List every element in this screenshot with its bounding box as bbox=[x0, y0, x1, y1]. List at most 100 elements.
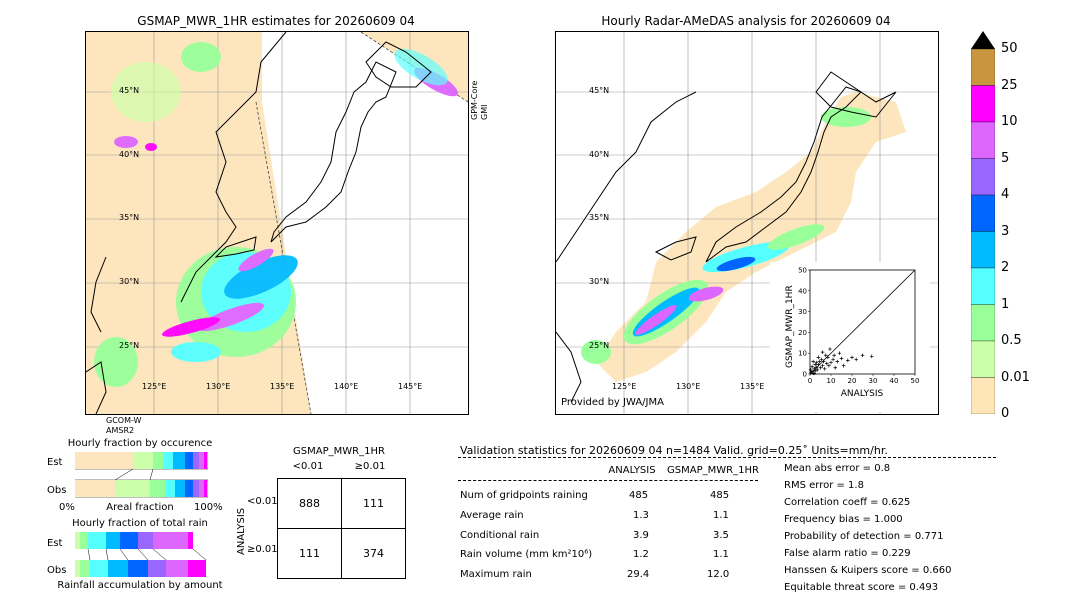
stat-label: Conditional rain bbox=[460, 530, 540, 541]
score-line: Hanssen & Kuipers score = 0.660 bbox=[784, 565, 952, 576]
scatter-point bbox=[850, 355, 854, 360]
scatter-x-tick: 40 bbox=[890, 377, 899, 385]
scatter-point bbox=[814, 360, 819, 365]
scatter-point bbox=[841, 363, 846, 368]
contingency-cell-00: 888 bbox=[277, 478, 342, 529]
scatter-point bbox=[832, 353, 836, 358]
scatter-x-tick: 0 bbox=[808, 377, 812, 385]
left-lon-label-145: 145°E bbox=[398, 382, 423, 391]
stat-gsmap-value: 485 bbox=[710, 490, 730, 501]
left-lon-label-140: 140°E bbox=[334, 382, 359, 391]
scatter-point bbox=[820, 350, 825, 354]
colorbar-tick-label: 0.01 bbox=[1001, 369, 1030, 385]
colorbar-segment bbox=[970, 231, 996, 269]
occurrence-bars bbox=[74, 451, 209, 498]
colorbar-tick-label: 10 bbox=[1001, 114, 1018, 129]
right-lat-label-30: 30°N bbox=[589, 277, 610, 286]
left-lat-label-35: 35°N bbox=[119, 213, 140, 222]
colorbar-tick-label: 0.5 bbox=[1001, 333, 1022, 348]
colorbar bbox=[970, 31, 996, 415]
colorbar-tick-label: 25 bbox=[1001, 77, 1018, 93]
stat-label: Maximum rain bbox=[460, 569, 532, 580]
occurrence-axis-0: 0% bbox=[59, 502, 75, 513]
stat-label: Num of gridpoints raining bbox=[460, 490, 588, 501]
score-line: RMS error = 1.8 bbox=[784, 480, 864, 491]
colorbar-tick-label: 2 bbox=[1001, 260, 1010, 275]
scatter-point bbox=[821, 359, 826, 364]
scatter-point bbox=[869, 354, 874, 359]
score-line: False alarm ratio = 0.229 bbox=[784, 548, 911, 559]
scatter-point bbox=[854, 357, 858, 362]
scatter-ylabel: GSMAP_MWR_1HR bbox=[785, 285, 795, 368]
scatter-point bbox=[829, 360, 833, 365]
left-map-title: GSMAP_MWR_1HR estimates for 20260609 04 bbox=[137, 14, 415, 28]
occurrence-est-label: Est bbox=[47, 457, 63, 468]
colorbar-segment bbox=[970, 158, 996, 196]
scatter-y-tick: 50 bbox=[798, 267, 807, 275]
total-est-label: Est bbox=[47, 538, 63, 549]
scatter-point bbox=[833, 365, 837, 370]
scatter-point bbox=[835, 359, 840, 364]
scatter-point bbox=[818, 365, 823, 370]
contingency-row-axis: ANALYSIS bbox=[236, 507, 247, 555]
stat-analysis-value: 3.9 bbox=[633, 530, 649, 541]
scatter-point bbox=[820, 363, 825, 368]
validation-col-gsmap: GSMAP_MWR_1HR bbox=[667, 465, 759, 476]
validation-header: Validation statistics for 20260609 04 n=… bbox=[460, 444, 888, 457]
left-lon-label-135: 135°E bbox=[270, 382, 295, 391]
colorbar-segment bbox=[970, 377, 996, 415]
scatter-point bbox=[837, 351, 842, 355]
total-rain-title: Hourly fraction of total rain bbox=[72, 518, 208, 529]
swath-label-amsr2: AMSR2 bbox=[106, 426, 135, 435]
left-lat-label-40: 40°N bbox=[119, 150, 140, 159]
scatter-point bbox=[817, 359, 822, 364]
scatter-point bbox=[831, 357, 835, 362]
scatter-point bbox=[812, 367, 816, 371]
total-rain-bars bbox=[75, 532, 208, 578]
contingency-row-ge: ≥0.01 bbox=[247, 544, 278, 555]
occurrence-title: Hourly fraction by occurence bbox=[67, 438, 213, 449]
scatter-x-tick: 10 bbox=[827, 377, 836, 385]
scatter-point bbox=[810, 364, 814, 369]
occurrence-axis-100: 100% bbox=[194, 502, 223, 513]
scatter-point bbox=[813, 369, 818, 373]
right-lat-label-35: 35°N bbox=[589, 213, 610, 222]
scatter-x-tick: 50 bbox=[911, 377, 920, 385]
scatter-point bbox=[816, 362, 821, 367]
scatter-point bbox=[815, 368, 820, 372]
contingency-table: 888 111 111 374 bbox=[277, 478, 406, 579]
scatter-point bbox=[812, 371, 816, 376]
stat-gsmap-value: 3.5 bbox=[713, 530, 729, 541]
scatter-point bbox=[814, 365, 819, 370]
left-lat-label-25: 25°N bbox=[119, 341, 140, 350]
colorbar-tick-label: 3 bbox=[1001, 223, 1010, 239]
scatter-point bbox=[827, 363, 831, 368]
scatter-inset: 0 0 10 10 20 20 30 30 40 40 50 50 bbox=[770, 262, 930, 412]
occurrence-obs-label: Obs bbox=[47, 485, 67, 496]
scatter-xlabel: ANALYSIS bbox=[840, 389, 884, 399]
colorbar-segment bbox=[970, 194, 996, 232]
scatter-point bbox=[808, 368, 813, 372]
scatter-point bbox=[811, 359, 815, 364]
scatter-point bbox=[825, 361, 829, 366]
colorbar-segment bbox=[970, 121, 996, 159]
stat-label: Average rain bbox=[460, 510, 524, 521]
colorbar-tick-label: 50 bbox=[1001, 41, 1018, 56]
contingency-cell-01: 111 bbox=[341, 478, 406, 529]
scatter-point bbox=[828, 347, 832, 351]
left-map bbox=[85, 31, 469, 415]
right-lat-label-45: 45°N bbox=[589, 86, 610, 95]
colorbar-tick-label: 4 bbox=[1001, 187, 1010, 202]
stat-gsmap-value: 1.1 bbox=[713, 549, 729, 560]
stat-gsmap-value: 12.0 bbox=[707, 569, 730, 580]
contingency-cell-10: 111 bbox=[277, 528, 342, 579]
left-lat-label-30: 30°N bbox=[119, 277, 140, 286]
scatter-point bbox=[823, 353, 828, 358]
colorbar-segment bbox=[970, 340, 996, 378]
colorbar-extend-arrow bbox=[971, 31, 995, 49]
right-lon-label-130: 130°E bbox=[676, 382, 701, 391]
colorbar-segment bbox=[970, 267, 996, 305]
swath-label-gcom: GCOM-W bbox=[106, 416, 142, 425]
scatter-y-tick: 20 bbox=[798, 329, 807, 337]
right-lon-label-135: 135°E bbox=[740, 382, 765, 391]
